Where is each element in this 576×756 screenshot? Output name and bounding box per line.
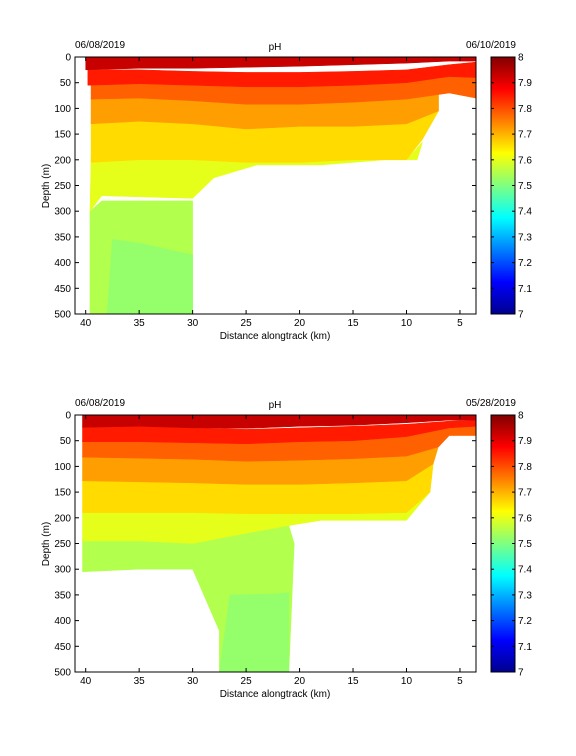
- x-tick-label: 30: [187, 676, 199, 687]
- y-tick-label: 0: [65, 411, 71, 422]
- panel-2-title: pH: [269, 400, 282, 411]
- panel-2-y-ticks: 0 50 100 150 200 250 300 350 400 450 500: [54, 411, 476, 679]
- panel-2-colorbar: 8 7.9 7.8 7.7 7.6 7.5 7.4 7.3 7.2 7.1 7: [490, 411, 532, 679]
- colorbar-tick-label: 8: [518, 411, 524, 422]
- y-tick-label: 150: [54, 488, 71, 499]
- y-tick-label: 450: [54, 642, 71, 653]
- y-tick-label: 100: [54, 104, 71, 115]
- x-tick-label: 15: [347, 318, 359, 329]
- y-tick-label: 450: [54, 284, 71, 295]
- y-tick-label: 150: [54, 130, 71, 141]
- x-tick-label: 5: [457, 318, 463, 329]
- y-tick-label: 300: [54, 207, 71, 218]
- colorbar-tick-label: 7.2: [518, 616, 532, 627]
- x-tick-label: 10: [401, 318, 413, 329]
- x-tick-label: 40: [80, 318, 92, 329]
- colorbar-tick-label: 7: [518, 310, 524, 321]
- y-tick-label: 200: [54, 513, 71, 524]
- x-tick-label: 10: [401, 676, 413, 687]
- y-tick-label: 200: [54, 155, 71, 166]
- x-tick-label: 20: [294, 676, 306, 687]
- colorbar-tick-label: 8: [518, 53, 524, 64]
- x-tick-label: 30: [187, 318, 199, 329]
- ph-layer-2: [219, 592, 290, 672]
- colorbar-tick-label: 7.3: [518, 232, 532, 243]
- y-tick-label: 100: [54, 462, 71, 473]
- colorbar-gradient: [490, 414, 516, 673]
- ph-layer-8: [82, 415, 476, 429]
- y-tick-label: 400: [54, 258, 71, 269]
- panel-2-x-ticks: 40 35 30 25 20 15 10 5: [80, 415, 463, 687]
- panel-1-xlabel: Distance alongtrack (km): [220, 331, 331, 342]
- ph-layer-7: [82, 419, 476, 445]
- colorbar-tick-label: 7.4: [518, 565, 532, 576]
- colorbar-tick-label: 7.5: [518, 539, 532, 550]
- panel-1-plot-area: [74, 56, 477, 315]
- colorbar-tick-label: 7.6: [518, 155, 532, 166]
- y-tick-label: 300: [54, 565, 71, 576]
- y-tick-label: 350: [54, 232, 71, 243]
- panel-1-colorbar: 8 7.9 7.8 7.7 7.6 7.5 7.4 7.3 7.2 7.1 7: [490, 53, 532, 321]
- colorbar-tick-label: 7.5: [518, 181, 532, 192]
- colorbar-tick-label: 7.8: [518, 462, 532, 473]
- ph-layer-7: [87, 61, 476, 88]
- colorbar-tick-label: 7.1: [518, 642, 532, 653]
- colorbar-tick-label: 7.2: [518, 258, 532, 269]
- y-tick-label: 500: [54, 310, 71, 321]
- colorbar-tick-label: 7.7: [518, 130, 532, 141]
- y-tick-label: 50: [60, 436, 72, 447]
- x-tick-label: 35: [134, 676, 146, 687]
- panel-1-ylabel: Depth (m): [41, 164, 52, 208]
- x-tick-label: 20: [294, 318, 306, 329]
- colorbar-tick-label: 7.6: [518, 513, 532, 524]
- ph-layer-8: [85, 57, 476, 71]
- panel-2-plot-area: [74, 414, 477, 673]
- panel-1-date-right: 06/10/2019: [466, 40, 516, 51]
- y-tick-label: 350: [54, 590, 71, 601]
- panel-2-xlabel: Distance alongtrack (km): [220, 689, 331, 700]
- panel-1-date-left: 06/08/2019: [75, 40, 125, 51]
- panel-2-ylabel: Depth (m): [41, 522, 52, 566]
- colorbar-tick-label: 7.8: [518, 104, 532, 115]
- panel-2-date-right: 05/28/2019: [466, 398, 516, 409]
- x-tick-label: 25: [241, 676, 253, 687]
- panel-1: 06/08/2019 pH 06/10/2019 40 35 30 25 20 15 10 5…: [41, 40, 532, 342]
- y-tick-label: 500: [54, 668, 71, 679]
- panel-1-y-ticks: 0 50 100 150 200 250 300 350 400 450 500: [54, 53, 476, 321]
- colorbar-tick-label: 7.1: [518, 284, 532, 295]
- ph-layer-2: [106, 239, 193, 314]
- colorbar-tick-label: 7: [518, 668, 524, 679]
- panel-2-date-left: 06/08/2019: [75, 398, 125, 409]
- y-tick-label: 400: [54, 616, 71, 627]
- y-tick-label: 250: [54, 539, 71, 550]
- y-tick-label: 0: [65, 53, 71, 64]
- colorbar-tick-label: 7.9: [518, 436, 532, 447]
- x-tick-label: 5: [457, 676, 463, 687]
- panel-1-title: pH: [269, 42, 282, 53]
- colorbar-tick-label: 7.3: [518, 590, 532, 601]
- x-tick-label: 25: [241, 318, 253, 329]
- y-tick-label: 250: [54, 181, 71, 192]
- colorbar-tick-label: 7.4: [518, 207, 532, 218]
- x-tick-label: 40: [80, 676, 92, 687]
- colorbar-tick-label: 7.9: [518, 78, 532, 89]
- y-tick-label: 50: [60, 78, 72, 89]
- x-tick-label: 35: [134, 318, 146, 329]
- panel-2: 06/08/2019 pH 05/28/2019 40 35 30 25 20 15 10 5…: [41, 398, 532, 700]
- x-tick-label: 15: [347, 676, 359, 687]
- colorbar-gradient: [490, 56, 516, 315]
- colorbar-tick-label: 7.7: [518, 488, 532, 499]
- panel-1-x-ticks: 40 35 30 25 20 15 10 5: [80, 57, 463, 329]
